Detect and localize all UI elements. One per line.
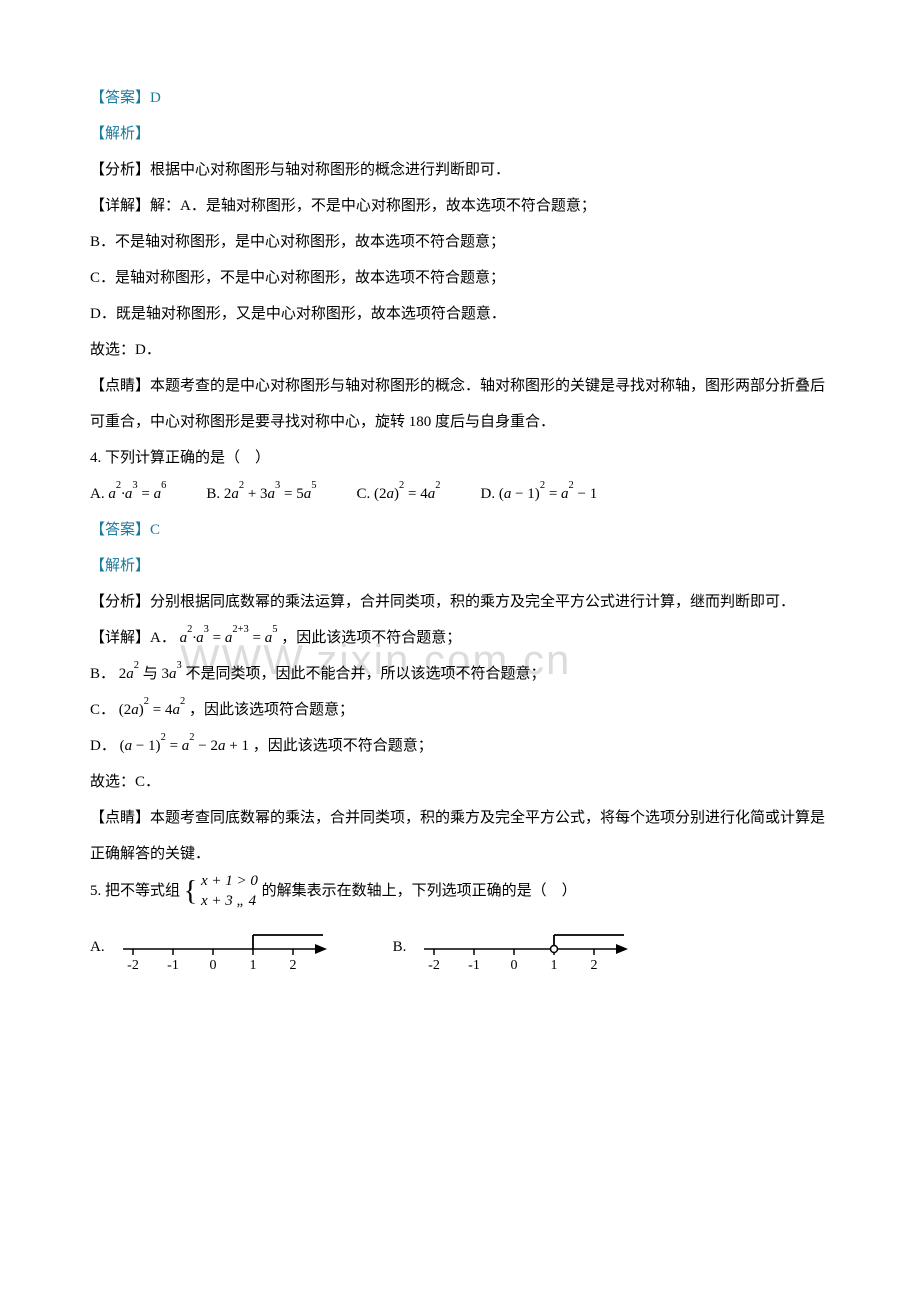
math: a2·a3 = a2+3 = a5: [180, 630, 278, 646]
svg-text:2: 2: [289, 958, 296, 973]
svg-text:1: 1: [249, 958, 256, 973]
opt-label: C.: [357, 486, 371, 502]
opt-label: A.: [90, 486, 105, 502]
suffix: ，因此该选项符合题意；: [189, 702, 354, 718]
q4-stem: 4. 下列计算正确的是（ ）: [90, 440, 830, 476]
prefix: D．: [90, 738, 116, 754]
opt-label: B.: [206, 486, 220, 502]
opt-label: A.: [90, 929, 105, 965]
q3-answer: 【答案】D: [90, 80, 830, 116]
q4-opt-a: A. a2·a3 = a6: [90, 476, 166, 512]
svg-text:2: 2: [591, 958, 598, 973]
math: (a − 1)2 = a2 − 2a + 1: [120, 738, 249, 754]
stem-pre: 5. 把不等式组: [90, 883, 184, 899]
prefix: B．: [90, 666, 115, 682]
opt-math: (2a)2 = 4a2: [374, 486, 440, 502]
numberline-b: -2 -1 0 1 2: [414, 919, 634, 974]
q5-options-row: A. -2 -1 0 1 2 B. -2 -1 0 1 2: [90, 919, 830, 974]
q3-detail-c: C．是轴对称图形，不是中心对称图形，故本选项不符合题意；: [90, 260, 830, 296]
svg-text:0: 0: [209, 958, 216, 973]
suffix: 不是同类项，因此不能合并，所以该选项不符合题意；: [186, 666, 546, 682]
svg-text:1: 1: [551, 958, 558, 973]
sys-row2: x + 3 „ 4: [201, 892, 258, 912]
svg-text:-2: -2: [429, 958, 441, 973]
math: (2a)2 = 4a2: [119, 702, 185, 718]
q3-point: 【点睛】本题考查的是中心对称图形与轴对称图形的概念．轴对称图形的关键是寻找对称轴…: [90, 368, 830, 440]
q4-point: 【点睛】本题考查同底数幂的乘法，合并同类项，积的乘方及完全平方公式，将每个选项分…: [90, 800, 830, 872]
equation-system: x + 1 > 0 x + 3 „ 4: [201, 872, 258, 911]
opt-math: a2·a3 = a6: [108, 486, 166, 502]
q4-detail-d: D． (a − 1)2 = a2 − 2a + 1 ，因此该选项不符合题意；: [90, 728, 830, 764]
sys-row1: x + 1 > 0: [201, 872, 258, 892]
svg-text:-2: -2: [127, 958, 139, 973]
q4-opt-d: D. (a − 1)2 = a2 − 1: [481, 476, 598, 512]
opt-label: B.: [393, 929, 407, 965]
q4-opt-b: B. 2a2 + 3a3 = 5a5: [206, 476, 316, 512]
q3-analysis: 【分析】根据中心对称图形与轴对称图形的概念进行判断即可．: [90, 152, 830, 188]
q3-detail-b: B．不是轴对称图形，是中心对称图形，故本选项不符合题意；: [90, 224, 830, 260]
q3-conclude: 故选：D．: [90, 332, 830, 368]
q5-stem: 5. 把不等式组 { x + 1 > 0 x + 3 „ 4 的解集表示在数轴上…: [90, 872, 830, 911]
numberline-a: -2 -1 0 1 2: [113, 919, 333, 974]
svg-text:0: 0: [511, 958, 518, 973]
math: 2a2 与 3a3: [119, 666, 182, 682]
q4-detail-c: C． (2a)2 = 4a2 ，因此该选项符合题意；: [90, 692, 830, 728]
q5-opt-a: A. -2 -1 0 1 2: [90, 919, 333, 974]
q4-conclude: 故选：C．: [90, 764, 830, 800]
opt-label: D.: [481, 486, 496, 502]
prefix: C．: [90, 702, 115, 718]
q4-analysis: 【分析】分别根据同底数幂的乘法运算，合并同类项，积的乘方及完全平方公式进行计算，…: [90, 584, 830, 620]
q4-answer: 【答案】C: [90, 512, 830, 548]
svg-text:-1: -1: [167, 958, 179, 973]
q4-detail-b: B． 2a2 与 3a3 不是同类项，因此不能合并，所以该选项不符合题意；: [90, 656, 830, 692]
prefix: 【详解】A．: [90, 630, 176, 646]
q4-options: A. a2·a3 = a6 B. 2a2 + 3a3 = 5a5 C. (2a)…: [90, 476, 830, 512]
q3-analysis-label: 【解析】: [90, 116, 830, 152]
brace-icon: {: [184, 879, 197, 904]
suffix: ，因此该选项不符合题意；: [253, 738, 433, 754]
opt-math: 2a2 + 3a3 = 5a5: [224, 486, 317, 502]
suffix: ，因此该选项不符合题意；: [281, 630, 461, 646]
q4-detail-a: 【详解】A． a2·a3 = a2+3 = a5 ，因此该选项不符合题意；: [90, 620, 830, 656]
q4-analysis-label: 【解析】: [90, 548, 830, 584]
q3-detail-d: D．既是轴对称图形，又是中心对称图形，故本选项符合题意．: [90, 296, 830, 332]
q4-opt-c: C. (2a)2 = 4a2: [357, 476, 441, 512]
opt-math: (a − 1)2 = a2 − 1: [499, 486, 597, 502]
q5-opt-b: B. -2 -1 0 1 2: [393, 919, 635, 974]
svg-text:-1: -1: [469, 958, 481, 973]
stem-post: 的解集表示在数轴上，下列选项正确的是（ ）: [262, 883, 577, 899]
q3-detail-a: 【详解】解：A．是轴对称图形，不是中心对称图形，故本选项不符合题意；: [90, 188, 830, 224]
